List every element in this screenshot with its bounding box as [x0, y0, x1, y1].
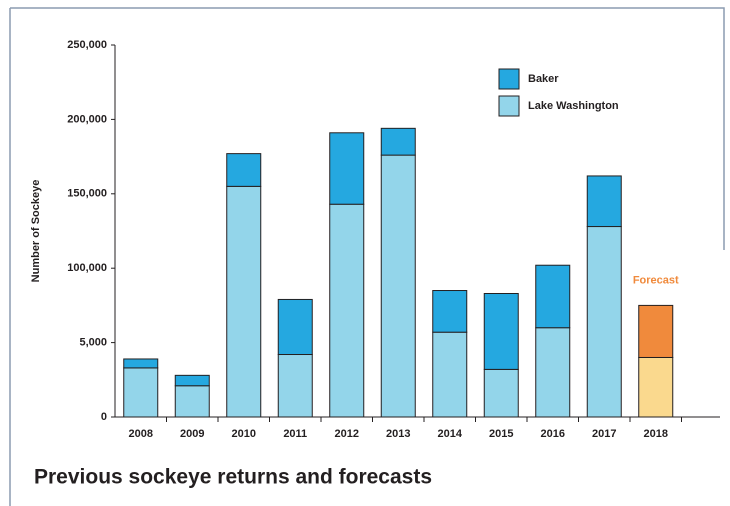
- legend-swatch: [498, 95, 520, 117]
- bar-segment: [174, 385, 210, 418]
- bar-segment: [329, 132, 365, 205]
- y-tick-label: 150,000: [67, 188, 107, 200]
- bar-segment: [380, 127, 416, 156]
- bar-segment: [277, 298, 313, 356]
- chart-title: Previous sockeye returns and forecasts: [34, 466, 432, 489]
- x-tick-label: 2012: [335, 428, 359, 440]
- bar-segment: [380, 154, 416, 418]
- y-axis-label: Number of Sockeye: [30, 180, 42, 283]
- x-tick-label: 2017: [592, 428, 616, 440]
- x-tick-label: 2009: [180, 428, 204, 440]
- bar-segment: [174, 374, 210, 387]
- bar-segment: [226, 185, 262, 418]
- y-tick-label: 5,000: [79, 337, 107, 349]
- bar-segment: [432, 290, 468, 333]
- legend-label: Baker: [528, 73, 559, 85]
- y-tick-label: 0: [101, 411, 107, 423]
- bar-segment: [535, 327, 571, 418]
- bar-segment: [329, 203, 365, 418]
- y-tick-label: 250,000: [67, 39, 107, 51]
- x-tick-label: 2011: [283, 428, 307, 440]
- bar-segment: [483, 368, 519, 418]
- bar-segment: [638, 356, 674, 418]
- bar-segment: [586, 175, 622, 228]
- bar-segment: [432, 331, 468, 418]
- x-tick-label: 2016: [541, 428, 565, 440]
- bar-segment: [123, 367, 159, 418]
- legend-label: Lake Washington: [528, 100, 619, 112]
- y-tick-label: 100,000: [67, 262, 107, 274]
- bar-segment: [123, 358, 159, 369]
- bar-segment: [226, 153, 262, 187]
- bar-segment: [586, 226, 622, 418]
- bar-segment: [638, 304, 674, 358]
- y-tick-label: 200,000: [67, 113, 107, 125]
- x-tick-label: 2015: [489, 428, 513, 440]
- frame: [10, 7, 725, 250]
- annotation: Forecast: [633, 274, 679, 286]
- bar-segment: [535, 264, 571, 329]
- x-tick-label: 2013: [386, 428, 410, 440]
- x-tick-label: 2018: [644, 428, 668, 440]
- x-tick-label: 2014: [438, 428, 463, 440]
- x-tick-label: 2008: [129, 428, 153, 440]
- legend-swatch: [498, 68, 520, 90]
- bar-segment: [483, 292, 519, 370]
- bar-segment: [277, 354, 313, 418]
- x-tick-label: 2010: [232, 428, 256, 440]
